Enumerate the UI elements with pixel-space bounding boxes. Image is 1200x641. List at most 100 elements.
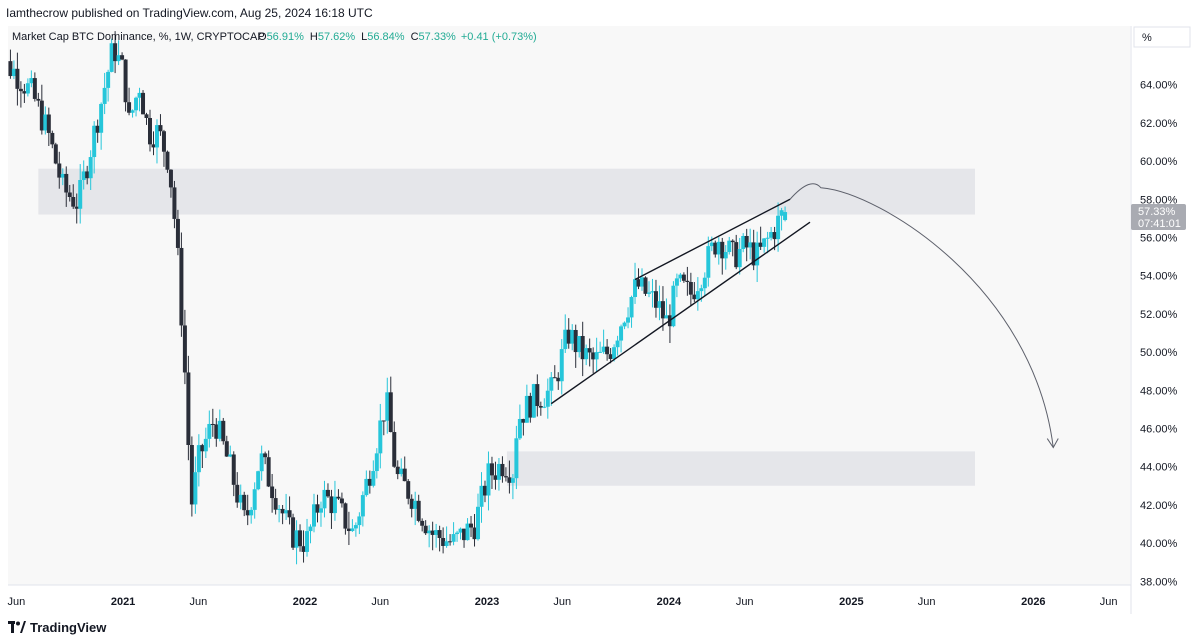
- candle-body: [437, 530, 442, 538]
- candle-body: [193, 472, 198, 505]
- candle-body: [762, 238, 767, 247]
- legend-c-value: 57.33%: [419, 31, 457, 43]
- candle-body: [116, 55, 121, 62]
- legend-h-label: H: [310, 31, 318, 43]
- candle-body: [727, 240, 732, 253]
- candle-body: [413, 500, 418, 509]
- candle-body: [312, 504, 317, 527]
- zone-0: [38, 168, 975, 215]
- last-price-value: 57.33%: [1138, 206, 1176, 218]
- candle-body: [657, 301, 662, 308]
- candle-body: [451, 534, 456, 542]
- candle-body: [716, 241, 721, 255]
- footer-brand: TradingView: [30, 620, 107, 635]
- candle-body: [423, 525, 428, 534]
- candle-body: [587, 348, 592, 353]
- y-tick-label: 60.00%: [1140, 156, 1178, 168]
- candle-body: [748, 242, 753, 248]
- candle-body: [608, 354, 613, 359]
- projection-arrow-curve: [789, 183, 1054, 448]
- candle-body: [730, 240, 735, 243]
- last-price-label-box: [1131, 204, 1186, 231]
- candle-body: [353, 525, 358, 529]
- candle-body: [53, 144, 58, 164]
- candle-body: [266, 457, 271, 487]
- y-tick-label: 48.00%: [1140, 385, 1178, 397]
- candle-body: [783, 212, 788, 221]
- candle-body: [626, 317, 631, 323]
- candle-body: [196, 445, 201, 473]
- candle-body: [339, 498, 344, 504]
- candle-body: [636, 279, 641, 287]
- y-tick-label: 50.00%: [1140, 347, 1178, 359]
- x-tick-label: Jun: [918, 596, 936, 608]
- candle-body: [210, 423, 215, 425]
- legend-h-value: 57.62%: [318, 31, 356, 43]
- candle-body: [605, 346, 610, 355]
- candle-body: [765, 237, 770, 239]
- candle-body: [374, 453, 379, 472]
- last-price-label: 57.33% 07:41:01: [1131, 204, 1186, 231]
- candle-body: [127, 102, 132, 113]
- candle-body: [549, 377, 554, 391]
- candle-body: [329, 496, 334, 514]
- candle-body: [409, 498, 414, 509]
- candle-body: [402, 468, 407, 482]
- candle-body: [633, 279, 638, 298]
- x-tick-label: 2022: [293, 596, 317, 608]
- candle-body: [74, 206, 79, 209]
- zone-1: [506, 451, 975, 486]
- candle-body: [11, 68, 16, 77]
- scale-mode-button[interactable]: [1133, 26, 1191, 48]
- candle-body: [612, 347, 617, 359]
- y-tick-label: 58.00%: [1140, 194, 1178, 206]
- candle-body: [420, 520, 425, 526]
- candle-body: [758, 242, 763, 247]
- candle-body: [78, 179, 83, 209]
- candle-body: [545, 390, 550, 407]
- x-tick-label: 2026: [1021, 596, 1045, 608]
- candle-body: [640, 277, 645, 287]
- x-tick-label: Jun: [736, 596, 754, 608]
- candle-body: [500, 463, 505, 477]
- candle-body: [441, 537, 446, 546]
- candle-body: [469, 523, 474, 528]
- candle-body: [713, 242, 718, 255]
- candle-body: [305, 531, 310, 552]
- candle-body: [308, 526, 313, 532]
- candle-body: [81, 171, 86, 180]
- candle-body: [29, 78, 34, 84]
- y-tick-label: 56.00%: [1140, 232, 1178, 244]
- candle-body: [228, 454, 233, 457]
- candle-body: [57, 163, 62, 178]
- candle-body: [399, 468, 404, 475]
- candle-body: [350, 528, 355, 532]
- candle-body: [294, 530, 299, 548]
- candle-body: [692, 294, 697, 300]
- scale-mode-label: %: [1142, 32, 1152, 44]
- candle-body: [486, 463, 491, 496]
- candle-body: [570, 329, 575, 344]
- candle-body: [357, 516, 362, 526]
- candle-body: [472, 527, 477, 540]
- candle-body: [22, 91, 27, 94]
- y-tick-label: 64.00%: [1140, 80, 1178, 92]
- candle-body: [493, 475, 498, 480]
- candle-body: [113, 43, 118, 62]
- x-tick-label: Jun: [1100, 596, 1118, 608]
- candle-body: [524, 395, 529, 423]
- candle-body: [528, 395, 533, 418]
- candle-body: [88, 157, 93, 179]
- candle-body: [182, 325, 187, 373]
- candle-body: [458, 528, 463, 533]
- candle-body: [287, 510, 292, 518]
- zones-layer: [38, 168, 975, 486]
- candle-body: [332, 496, 337, 514]
- y-tick-label: 46.00%: [1140, 423, 1178, 435]
- legend-l-value: 56.84%: [367, 31, 405, 43]
- candle-body: [723, 252, 728, 259]
- legend-symbol: Market Cap BTC Dominance, %, 1W, CRYPTOC…: [12, 31, 265, 43]
- footer: TradingView: [0, 614, 1200, 641]
- candle-body: [221, 420, 226, 442]
